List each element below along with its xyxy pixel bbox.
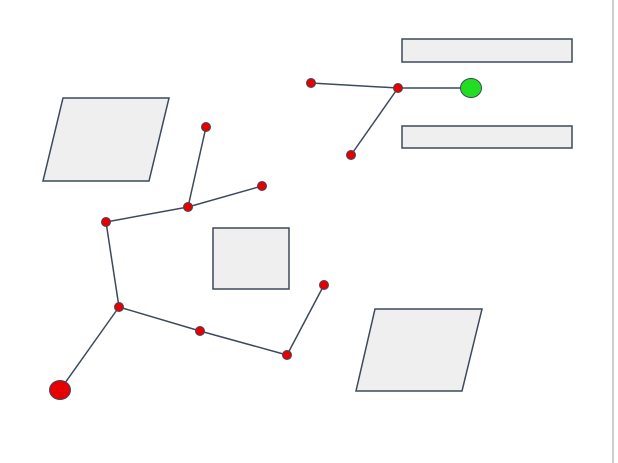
waypoint-node xyxy=(346,150,356,160)
waypoint-node xyxy=(114,302,124,312)
waypoint-node xyxy=(201,122,211,132)
waypoint-node xyxy=(183,202,193,212)
edge xyxy=(199,330,288,356)
edge xyxy=(118,306,201,332)
waypoints xyxy=(101,78,403,360)
edge xyxy=(350,87,399,156)
edge xyxy=(286,284,325,356)
edge xyxy=(187,126,207,208)
edge xyxy=(310,82,399,89)
obstacle-parallelogram-bottom xyxy=(355,308,483,392)
tree-edges xyxy=(59,82,471,391)
edge xyxy=(187,185,263,208)
waypoint-node xyxy=(282,350,292,360)
edge xyxy=(105,221,120,308)
waypoint-node xyxy=(195,326,205,336)
obstacle-square-center xyxy=(212,227,290,290)
waypoint-node xyxy=(319,280,329,290)
edge xyxy=(59,306,120,391)
obstacle-bar-top xyxy=(401,38,573,63)
waypoint-node xyxy=(257,181,267,191)
edge xyxy=(105,206,189,223)
obstacle-bar-middle xyxy=(401,125,573,149)
start-node xyxy=(49,380,71,400)
waypoint-node xyxy=(306,78,316,88)
goal-node xyxy=(460,78,482,98)
obstacle-parallelogram-left xyxy=(42,97,170,182)
waypoint-node xyxy=(393,83,403,93)
waypoint-node xyxy=(101,217,111,227)
